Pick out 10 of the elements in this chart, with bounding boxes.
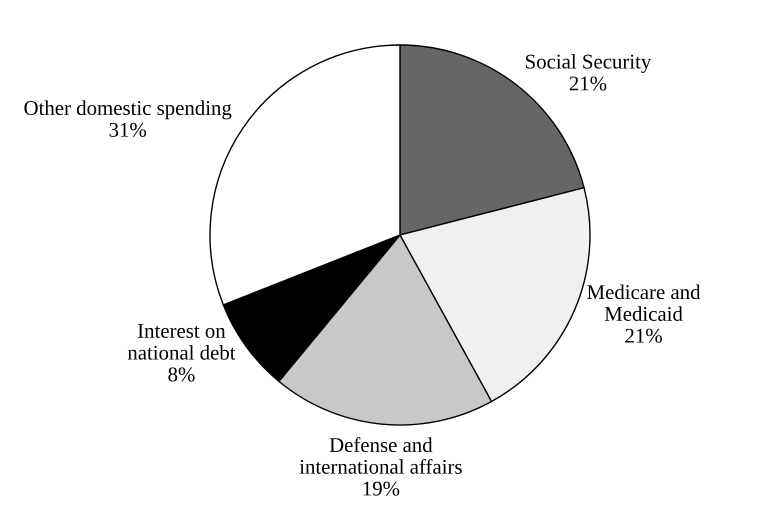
data-label: 19% xyxy=(364,482,400,496)
slice-label: Social Security xyxy=(526,54,652,73)
slice-label: Medicare and Medicaid xyxy=(587,284,700,321)
data-label: 31% xyxy=(110,122,146,137)
data-label: 8% xyxy=(168,367,195,382)
slice-label: Defense and international affairs xyxy=(300,437,462,474)
data-label: 21% xyxy=(625,328,662,343)
slice-label: Interest on national debt xyxy=(128,324,236,360)
slice-label: Other domestic spending xyxy=(24,100,232,120)
data-label: 21% xyxy=(570,76,606,91)
